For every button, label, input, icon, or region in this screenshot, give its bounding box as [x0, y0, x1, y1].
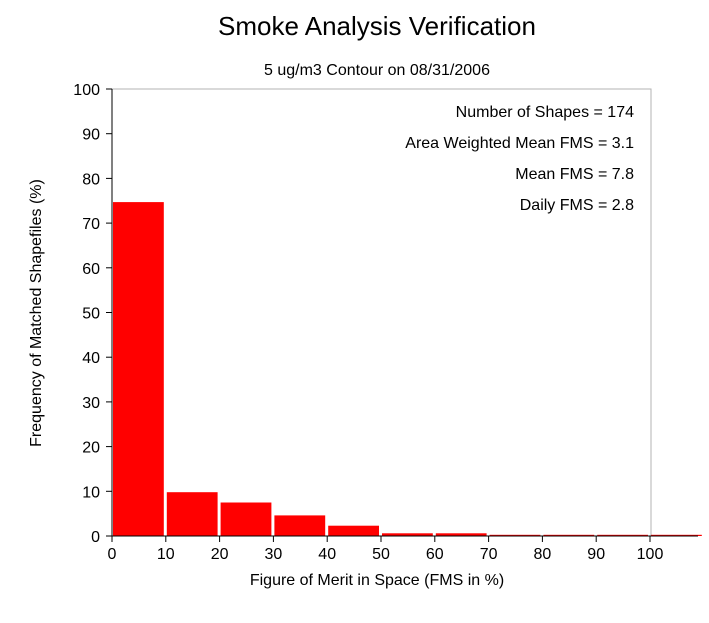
x-tick-label-30: 30	[265, 546, 283, 563]
annotation-2: Mean FMS = 7.8	[515, 166, 634, 183]
annotations-layer: Number of Shapes = 174 Area Weighted Mean…	[405, 104, 634, 214]
bar-50-60	[382, 533, 433, 536]
bar-60-70	[435, 533, 487, 536]
axes-layer: 0 10 20 30 40 50 60 70 80 90 100 0 10 20 30 40 50 60 70 80 9…	[73, 82, 698, 563]
x-tick-label-50: 50	[372, 546, 390, 563]
bar-80-90	[543, 534, 595, 536]
x-tick-label-80: 80	[534, 546, 552, 563]
annotation-3: Daily FMS = 2.8	[520, 197, 634, 214]
bars-layer	[113, 202, 702, 536]
y-tick-label-90: 90	[82, 127, 100, 144]
y-tick-label-100: 100	[73, 82, 100, 99]
x-tick-label-10: 10	[157, 546, 175, 563]
x-tick-label-20: 20	[211, 546, 229, 563]
x-tick-label-0: 0	[108, 546, 117, 563]
bar-20-30	[220, 502, 272, 536]
x-tick-label-40: 40	[318, 546, 336, 563]
x-tick-label-90: 90	[587, 546, 605, 563]
y-tick-label-0: 0	[91, 529, 100, 546]
bar-30-40	[274, 515, 326, 536]
annotation-0: Number of Shapes = 174	[456, 104, 634, 121]
y-tick-label-50: 50	[82, 306, 100, 323]
y-tick-label-40: 40	[82, 350, 100, 367]
bar-10-20	[166, 492, 218, 536]
bar-90-100	[597, 534, 648, 536]
x-tick-label-70: 70	[480, 546, 498, 563]
bar-40-50	[328, 525, 379, 536]
x-tick-label-60: 60	[426, 546, 444, 563]
bar-70-80	[489, 534, 541, 536]
x-tick-label-100: 100	[637, 546, 664, 563]
y-tick-label-80: 80	[82, 171, 100, 188]
annotation-1: Area Weighted Mean FMS = 3.1	[405, 135, 634, 152]
bar-100-110	[651, 534, 702, 536]
chart-subtitle: 5 ug/m3 Contour on 08/31/2006	[264, 62, 490, 79]
chart-title: Smoke Analysis Verification	[218, 11, 536, 41]
y-tick-label-60: 60	[82, 261, 100, 278]
y-tick-label-20: 20	[82, 440, 100, 457]
y-tick-label-10: 10	[82, 484, 100, 501]
y-tick-label-30: 30	[82, 395, 100, 412]
y-tick-label-70: 70	[82, 216, 100, 233]
x-axis-label: Figure of Merit in Space (FMS in %)	[250, 572, 504, 589]
y-axis-label: Frequency of Matched Shapefiles (%)	[28, 179, 45, 447]
bar-0-10	[113, 202, 164, 536]
